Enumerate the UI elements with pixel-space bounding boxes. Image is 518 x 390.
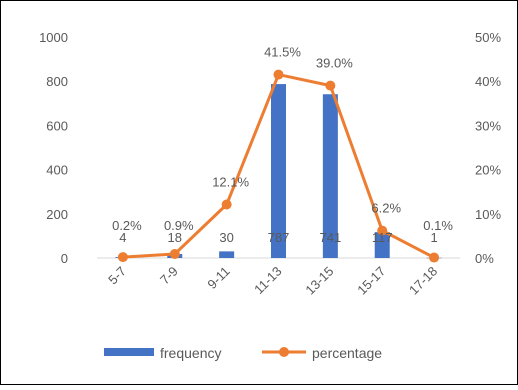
right-axis-tick-label: 0% [475, 251, 494, 266]
percentage-data-label: 0.2% [112, 218, 142, 233]
percentage-data-label: 6.2% [371, 201, 401, 216]
left-axis-ticks: 0 200 400 600 800 1000 [39, 30, 68, 266]
left-axis-tick-label: 1000 [39, 30, 68, 45]
frequency-data-label: 1 [430, 230, 437, 245]
frequency-data-labels: 4 18 30 787 741 117 1 [119, 230, 437, 245]
legend-marker-percentage [279, 347, 289, 357]
frequency-data-label: 787 [268, 230, 290, 245]
legend: frequency percentage [104, 345, 382, 361]
percentage-point-5-7 [117, 252, 128, 263]
bar-frequency-13-15 [322, 94, 338, 258]
left-axis-tick-label: 0 [61, 251, 68, 266]
percentage-point-17-18 [429, 252, 440, 263]
bar-frequency-15-17 [374, 232, 390, 258]
right-axis-tick-label: 50% [475, 30, 501, 45]
percentage-data-label: 0.1% [423, 218, 453, 233]
legend-label-percentage: percentage [312, 345, 382, 361]
legend-swatch-frequency [104, 348, 154, 356]
percentage-point-7-9 [169, 249, 180, 260]
percentage-data-labels: 0.2% 0.9% 12.1% 41.5% 39.0% 6.2% 0.1% [112, 45, 453, 233]
bar-frequency-9-11 [219, 251, 235, 258]
left-axis-tick-label: 800 [46, 74, 68, 89]
percentage-point-11-13 [273, 69, 284, 80]
left-axis-tick-label: 600 [46, 118, 68, 133]
right-axis-tick-label: 10% [475, 207, 501, 222]
right-axis-ticks: 0% 10% 20% 30% 40% 50% [475, 30, 501, 266]
percentage-data-label: 12.1% [212, 175, 249, 190]
frequency-data-label: 30 [219, 230, 233, 245]
percentage-point-9-11 [221, 199, 232, 210]
right-axis-tick-label: 20% [475, 163, 501, 178]
left-axis-tick-label: 400 [46, 163, 68, 178]
percentage-point-15-17 [377, 225, 388, 236]
frequency-data-label: 741 [320, 230, 342, 245]
percentage-data-label: 0.9% [164, 218, 194, 233]
frequency-data-label: 18 [168, 230, 182, 245]
frequency-data-label: 117 [372, 230, 393, 245]
left-axis-tick-label: 200 [46, 207, 68, 222]
percentage-data-label: 41.5% [264, 45, 301, 60]
percentage-data-label: 39.0% [316, 56, 353, 71]
right-axis-tick-label: 30% [475, 118, 501, 133]
frequency-data-label: 4 [119, 230, 126, 245]
bar-frequency-11-13 [271, 84, 286, 258]
percentage-line [117, 69, 440, 263]
legend-label-frequency: frequency [160, 345, 221, 361]
right-axis-tick-label: 40% [475, 74, 501, 89]
percentage-point-13-15 [325, 80, 336, 91]
